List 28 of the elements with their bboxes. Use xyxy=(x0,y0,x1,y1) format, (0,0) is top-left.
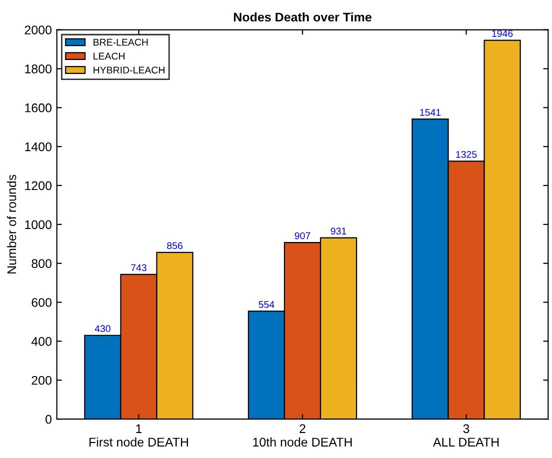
data-label: 1541 xyxy=(420,109,441,116)
x-tick-label: 2 10th node DEATH xyxy=(253,424,352,447)
x-tick-label: 3 ALL DEATH xyxy=(432,424,499,446)
y-tick-label: 600 xyxy=(32,298,52,307)
y-tick-label: 2000 xyxy=(24,26,52,34)
data-label: 907 xyxy=(294,232,310,240)
data-label: 430 xyxy=(94,325,110,332)
data-label: 554 xyxy=(258,301,274,308)
y-tick-label: 200 xyxy=(32,376,52,385)
data-label: 1946 xyxy=(492,30,513,37)
y-tick-label: 400 xyxy=(31,337,52,346)
legend-label: BRE-LEACH xyxy=(94,38,148,46)
y-tick-label: 1800 xyxy=(25,64,52,74)
data-label: 931 xyxy=(330,228,346,235)
y-tick-label: 1000 xyxy=(25,220,52,230)
y-tick-label: 1600 xyxy=(25,103,52,112)
y-tick-label: 1400 xyxy=(25,142,52,152)
legend-label: LEACH xyxy=(94,52,124,60)
chart-title: Nodes Death over Time xyxy=(234,12,372,22)
y-tick-label: 1200 xyxy=(25,181,52,190)
data-label: 856 xyxy=(167,242,182,250)
x-tick-label: 1 First node DEATH xyxy=(90,424,188,447)
y-tick-label: 800 xyxy=(32,259,52,268)
y-axis-title: Number of rounds xyxy=(6,174,16,274)
legend-label: HYBRID-LEACH xyxy=(94,66,164,74)
y-tick-label: 0 xyxy=(46,414,52,424)
data-label: 1325 xyxy=(456,150,477,158)
data-label: 743 xyxy=(131,264,146,272)
